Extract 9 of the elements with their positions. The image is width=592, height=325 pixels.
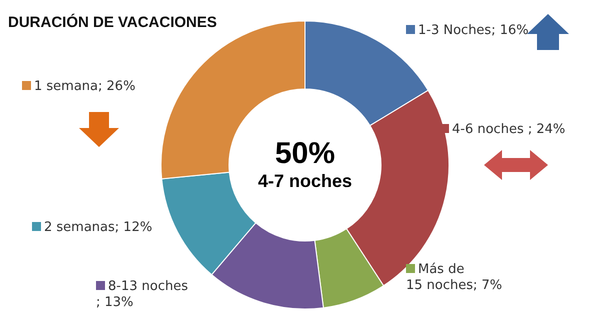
text: 4-7 noches: [258, 171, 352, 191]
legend-label: 1-3 Noches; 16%: [418, 23, 529, 38]
legend-label: 8-13 noches ; 13%: [96, 279, 188, 310]
legend-label: Más de 15 noches; 7%: [406, 262, 502, 293]
chart-title: DURACIÓN DE VACACIONES: [8, 13, 217, 31]
text: 50%: [274, 137, 336, 170]
legend-label: 2 semanas; 12%: [44, 220, 152, 235]
legend-label: 1 semana; 26%: [34, 79, 136, 94]
legend-label: 4-6 noches ; 24%: [452, 122, 566, 137]
